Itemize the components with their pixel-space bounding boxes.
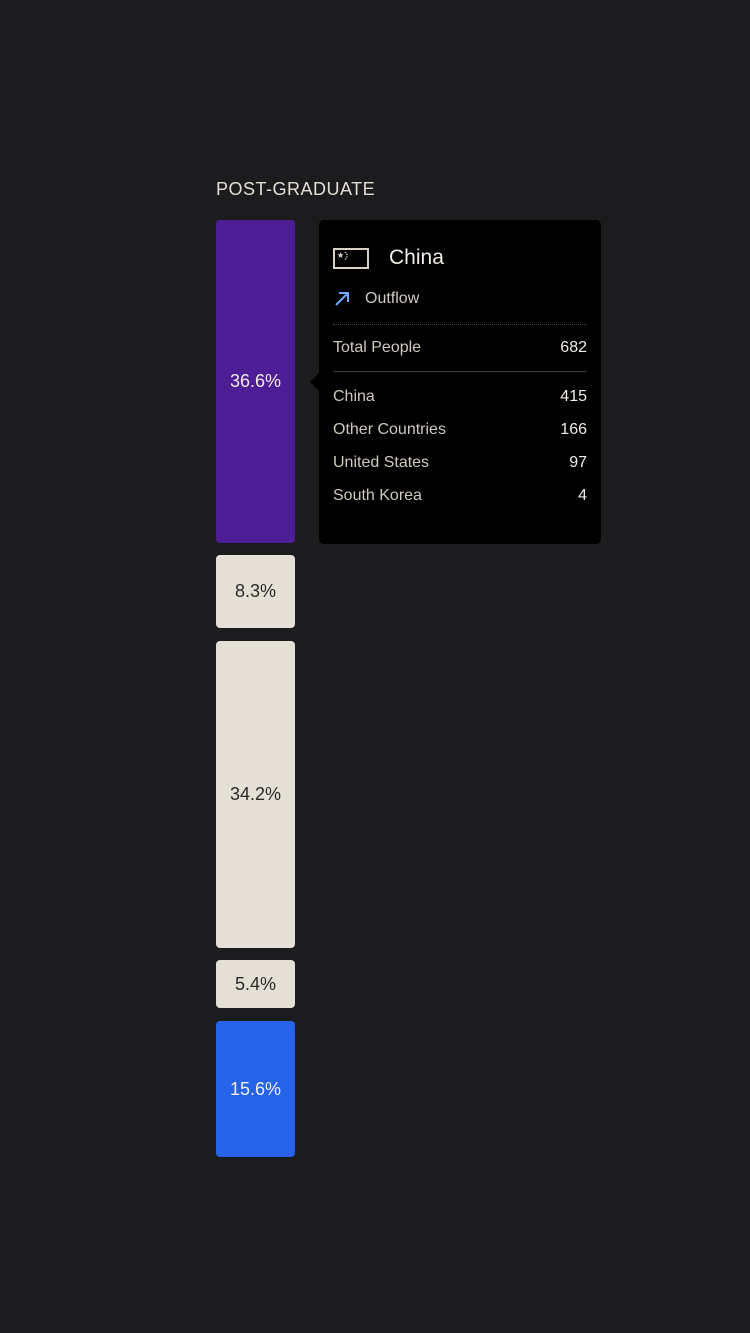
breakdown-row: Other Countries 166 xyxy=(333,413,587,446)
breakdown-row: United States 97 xyxy=(333,446,587,479)
bar-segment-label: 36.6% xyxy=(229,371,282,391)
divider xyxy=(333,371,587,372)
bar-segment-label: 34.2% xyxy=(229,784,282,804)
section-title: POST-GRADUATE xyxy=(216,179,376,199)
breakdown-value: 166 xyxy=(560,420,587,438)
breakdown-list: China 415 Other Countries 166 United Sta… xyxy=(333,380,587,512)
tooltip: China Outflow Total People 682 China 415… xyxy=(310,220,601,544)
bar-segment-1[interactable]: 36.6% xyxy=(216,220,295,543)
breakdown-label: China xyxy=(333,387,375,405)
total-value: 682 xyxy=(560,339,587,356)
tooltip-country: China xyxy=(389,246,444,269)
bar-segment-3[interactable]: 34.2% xyxy=(216,641,295,948)
breakdown-value: 97 xyxy=(569,453,587,471)
flow-indicator: Outflow xyxy=(333,287,587,311)
arrow-up-right-icon xyxy=(335,292,349,306)
breakdown-row: South Korea 4 xyxy=(333,479,587,512)
china-flag-icon xyxy=(333,247,369,269)
breakdown-label: United States xyxy=(333,453,430,471)
breakdown-label: South Korea xyxy=(333,486,422,504)
bar-segment-label: 5.4% xyxy=(234,973,277,994)
total-label: Total People xyxy=(333,339,422,356)
bar-segment-4[interactable]: 5.4% xyxy=(216,960,295,1008)
tooltip-header: China xyxy=(333,244,587,272)
flow-label: Outflow xyxy=(365,290,420,307)
divider xyxy=(333,324,587,325)
bar-segment-label: 8.3% xyxy=(234,581,277,601)
breakdown-label: Other Countries xyxy=(333,420,446,438)
breakdown-row: China 415 xyxy=(333,380,587,413)
breakdown-value: 415 xyxy=(560,387,587,405)
bar-segment-5[interactable]: 15.6% xyxy=(216,1021,295,1157)
tooltip-pointer xyxy=(310,373,319,391)
bar-segment-2[interactable]: 8.3% xyxy=(216,555,295,628)
breakdown-value: 4 xyxy=(578,486,587,504)
total-row: Total People 682 xyxy=(333,325,587,371)
bar-segment-label: 15.6% xyxy=(229,1078,282,1099)
